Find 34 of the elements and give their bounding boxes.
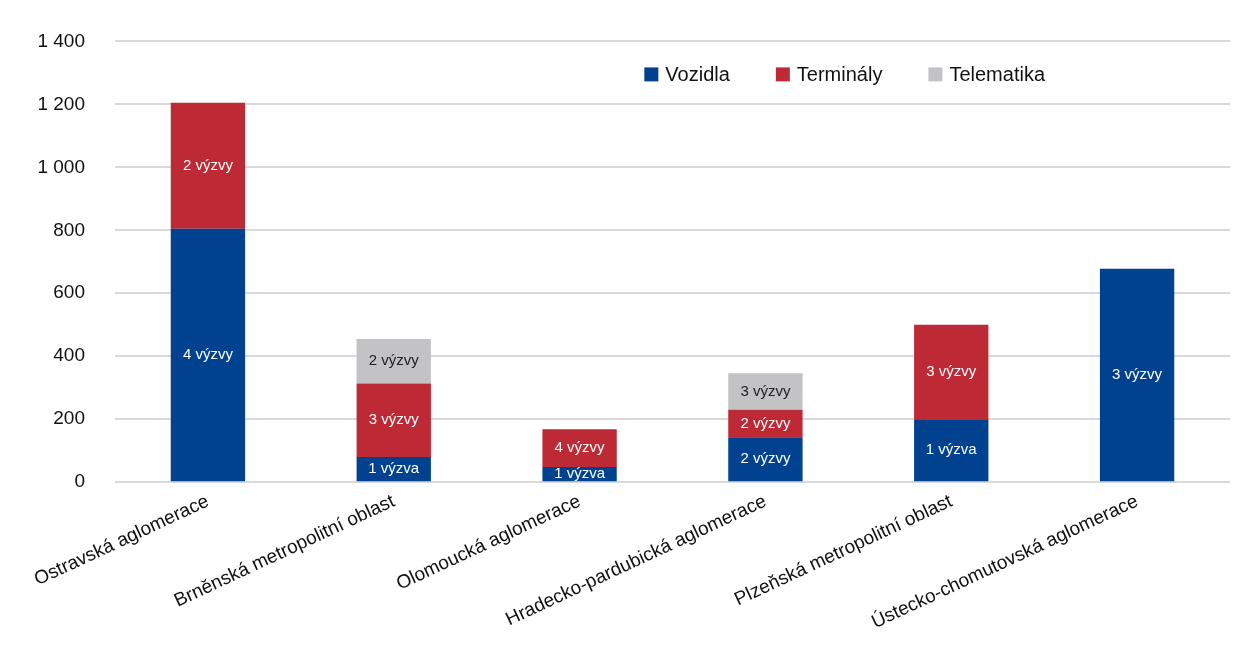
- y-tick-label: 200: [53, 407, 85, 429]
- y-tick-label: 0: [74, 470, 85, 492]
- y-tick-label: 1 400: [37, 29, 85, 51]
- annotation: 1 výzva: [554, 464, 606, 482]
- legend-label: Telematika: [949, 62, 1046, 85]
- bar: [356, 338, 431, 384]
- bar: [728, 373, 803, 410]
- annotation: 3 výzvy: [368, 410, 420, 428]
- annotation: 2 výzvy: [740, 413, 791, 431]
- y-tick-label: 1 000: [37, 155, 85, 177]
- annotation: 3 výzvy: [1112, 365, 1163, 383]
- bar: [914, 419, 989, 482]
- annotation: 4 výzvy: [554, 438, 606, 456]
- bar: [170, 102, 246, 229]
- bar: [356, 383, 431, 457]
- y-tick-label: 1 200: [37, 92, 85, 114]
- bar: [914, 324, 989, 420]
- bar: [170, 228, 246, 482]
- annotation: 2 výzvy: [368, 351, 420, 369]
- annotation: 2 výzvy: [182, 155, 234, 173]
- annotation: 3 výzvy: [926, 362, 977, 380]
- annotation: 1 výzva: [925, 440, 978, 458]
- annotation: 4 výzvy: [182, 345, 234, 363]
- annotation: 2 výzvy: [740, 449, 791, 467]
- bar: [1099, 268, 1175, 482]
- bar: [728, 437, 803, 482]
- bar: [542, 429, 617, 468]
- annotation: 1 výzva: [368, 459, 420, 477]
- y-tick-label: 800: [53, 218, 85, 240]
- y-tick-label: 400: [53, 344, 85, 366]
- y-tick-label: 600: [53, 281, 85, 303]
- legend-label: Terminály: [796, 62, 883, 85]
- legend-label: Vozidla: [665, 62, 731, 85]
- annotation: 3 výzvy: [740, 381, 791, 399]
